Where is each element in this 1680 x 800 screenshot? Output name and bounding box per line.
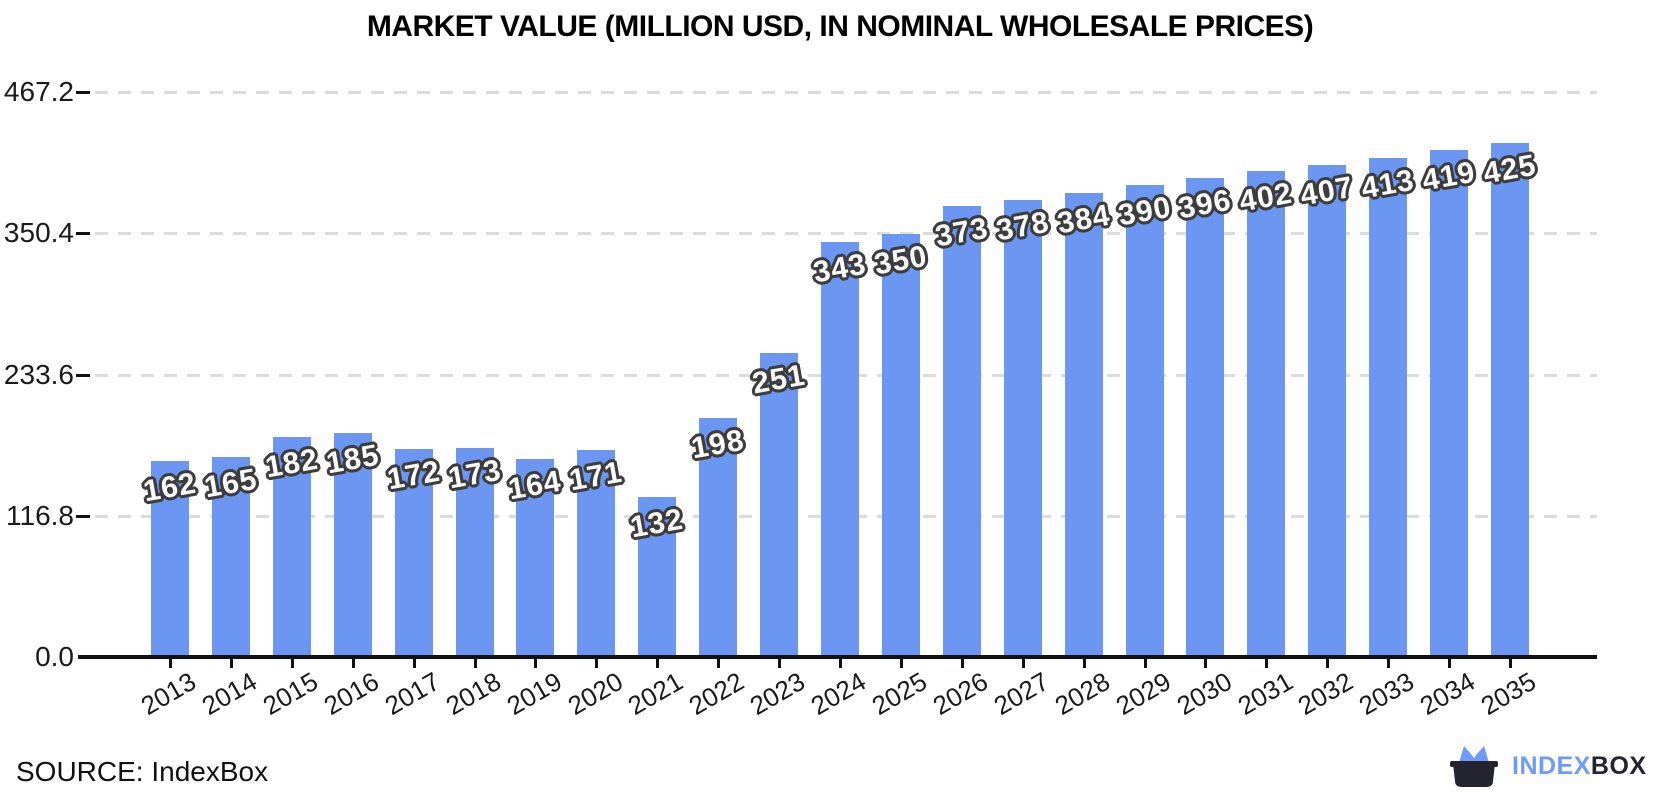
x-axis-line	[78, 655, 1597, 659]
x-tick-label: 2022	[684, 666, 750, 721]
x-tick	[1204, 659, 1208, 668]
x-tick	[960, 659, 964, 668]
bar	[821, 242, 859, 657]
x-tick	[839, 659, 842, 668]
bar	[1369, 157, 1408, 657]
x-tick-label: 2028	[1049, 666, 1115, 721]
bar	[699, 417, 738, 657]
x-tick	[1265, 659, 1269, 668]
indexbox-logo: INDEXBOX	[1448, 740, 1647, 792]
bar	[638, 497, 677, 657]
x-tick-label: 2030	[1171, 666, 1237, 721]
bar	[211, 457, 250, 657]
x-tick-label: 2018	[440, 666, 506, 721]
x-tick-label: 2025	[866, 666, 932, 721]
x-tick	[595, 659, 599, 668]
x-tick-label: 2020	[562, 666, 628, 721]
gridline	[95, 91, 1597, 94]
y-tick	[76, 232, 90, 236]
bar	[394, 448, 433, 657]
x-tick	[1387, 659, 1391, 668]
bar	[516, 458, 555, 657]
x-tick	[1021, 659, 1025, 668]
x-tick-label: 2031	[1232, 666, 1298, 721]
bar	[1064, 192, 1103, 657]
gridline	[95, 232, 1597, 236]
source-caption: SOURCE: IndexBox	[16, 756, 269, 787]
x-tick-label: 2026	[927, 666, 993, 721]
x-tick-label: 2029	[1110, 666, 1176, 721]
x-tick-label: 2027	[988, 666, 1054, 721]
bar	[760, 353, 799, 657]
bar	[1125, 185, 1164, 657]
x-tick	[290, 659, 294, 668]
y-tick-label: 233.6	[3, 358, 74, 390]
x-tick	[534, 659, 538, 668]
x-tick	[1082, 659, 1086, 668]
x-tick	[1448, 659, 1452, 668]
y-tick	[76, 514, 90, 518]
bar	[577, 450, 616, 657]
x-tick	[1143, 659, 1147, 668]
x-tick-label: 2014	[196, 666, 262, 721]
y-tick-label: 467.2	[3, 76, 74, 107]
x-tick-label: 2013	[135, 666, 201, 721]
y-tick-label: 0.0	[35, 641, 74, 672]
x-tick	[778, 659, 782, 668]
x-tick	[717, 659, 721, 668]
y-tick-label: 350.4	[3, 217, 74, 249]
bar	[1308, 164, 1347, 657]
x-tick	[1326, 659, 1330, 668]
indexbox-logo-text: INDEXBOX	[1512, 752, 1647, 781]
bar	[881, 233, 920, 657]
logo-text-box: BOX	[1590, 751, 1647, 780]
bar	[1247, 170, 1286, 657]
bar	[1186, 178, 1225, 657]
x-tick	[473, 659, 477, 668]
bar	[1491, 143, 1530, 657]
x-tick	[1509, 659, 1513, 668]
x-tick-label: 2016	[318, 666, 384, 721]
x-tick	[899, 659, 903, 668]
x-tick	[169, 659, 172, 668]
bar	[1430, 150, 1469, 657]
x-tick-label: 2023	[745, 666, 811, 721]
x-tick-label: 2034	[1415, 666, 1481, 721]
x-tick-label: 2035	[1475, 666, 1542, 721]
bar	[333, 433, 372, 657]
logo-text-index: INDEX	[1512, 751, 1591, 780]
chart-title: MARKET VALUE (MILLION USD, IN NOMINAL WH…	[366, 10, 1314, 43]
x-tick-label: 2019	[501, 666, 567, 721]
y-tick	[76, 373, 90, 377]
bar	[1003, 199, 1042, 657]
x-tick-label: 2021	[623, 666, 689, 721]
x-tick	[351, 659, 355, 668]
indexbox-cat-box-icon	[1448, 742, 1500, 790]
x-tick	[412, 659, 416, 668]
bar	[151, 461, 189, 657]
y-tick-label: 116.8	[6, 499, 74, 531]
x-tick-label: 2033	[1354, 666, 1420, 721]
bar	[272, 436, 311, 657]
x-tick	[656, 659, 660, 668]
x-tick-label: 2032	[1293, 666, 1359, 721]
x-tick-label: 2015	[257, 666, 323, 721]
bar	[942, 205, 981, 657]
x-tick-label: 2024	[805, 666, 872, 721]
x-tick	[229, 659, 233, 668]
bar	[455, 447, 494, 657]
bar-value-label: 198	[689, 423, 748, 465]
x-tick-label: 2017	[379, 666, 445, 721]
y-tick	[76, 91, 90, 94]
